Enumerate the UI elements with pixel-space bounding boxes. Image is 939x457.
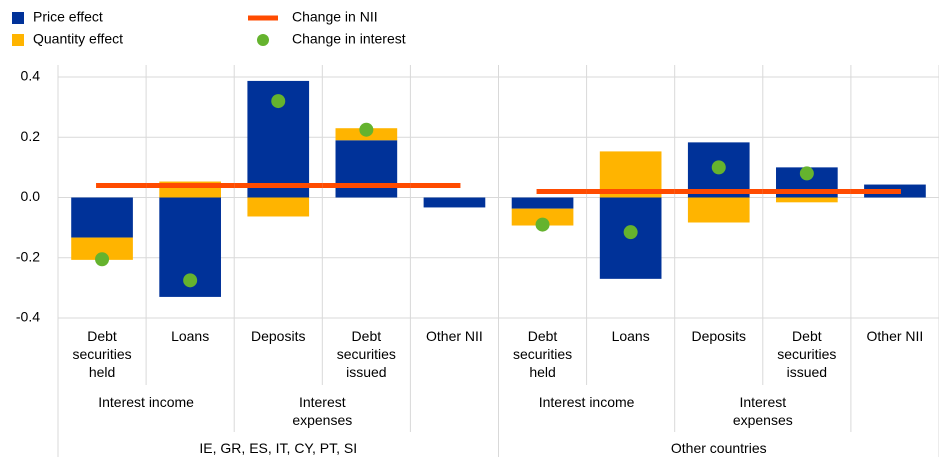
- bar: [71, 197, 133, 238]
- dot: [359, 122, 374, 137]
- dot: [183, 273, 198, 288]
- subgroup-label: Interest income: [98, 394, 194, 410]
- bar: [776, 197, 838, 203]
- y-tick-label: -0.2: [16, 248, 40, 264]
- category-label: Loans: [171, 328, 210, 344]
- legend-swatch: [12, 34, 24, 46]
- legend-label: Quantity effect: [33, 31, 123, 47]
- subgroup-label: Interest expenses: [292, 394, 353, 428]
- legend-label: Price effect: [33, 9, 103, 25]
- y-tick-label: -0.4: [16, 309, 40, 325]
- subgroup-label: Interest income: [538, 394, 635, 410]
- bar: [511, 208, 574, 226]
- bar: [423, 197, 486, 208]
- category-label: Deposits: [691, 328, 746, 344]
- y-tick-label: 0.2: [21, 128, 41, 144]
- legend-swatch: [257, 34, 269, 46]
- legend-swatch: [12, 12, 24, 24]
- bar: [247, 197, 310, 217]
- dot: [95, 252, 110, 267]
- legend-label: Change in NII: [292, 9, 378, 25]
- category-label: Debt securities issued: [777, 328, 837, 380]
- category-label: Debt securities held: [72, 328, 132, 380]
- y-tick-label: 0.4: [21, 68, 41, 84]
- dot: [799, 166, 814, 181]
- bar: [511, 197, 574, 209]
- dot: [623, 225, 638, 240]
- legend-label: Change in interest: [292, 31, 406, 47]
- category-label: Loans: [611, 328, 650, 344]
- category-label: Deposits: [251, 328, 306, 344]
- subgroup-label: Interest expenses: [732, 394, 793, 428]
- group-label: Other countries: [670, 440, 767, 456]
- category-label: Debt securities held: [512, 328, 573, 380]
- category-label: Other NII: [426, 328, 483, 344]
- dot: [711, 160, 726, 175]
- dot: [535, 217, 550, 232]
- bar: [71, 237, 133, 260]
- bar: [335, 140, 398, 198]
- category-label: Debt securities issued: [336, 328, 396, 380]
- group-label: IE, GR, ES, IT, CY, PT, SI: [199, 440, 358, 456]
- dot: [271, 94, 286, 109]
- y-tick-label: 0.0: [21, 188, 41, 204]
- category-label: Other NII: [866, 328, 924, 344]
- bar: [687, 197, 750, 223]
